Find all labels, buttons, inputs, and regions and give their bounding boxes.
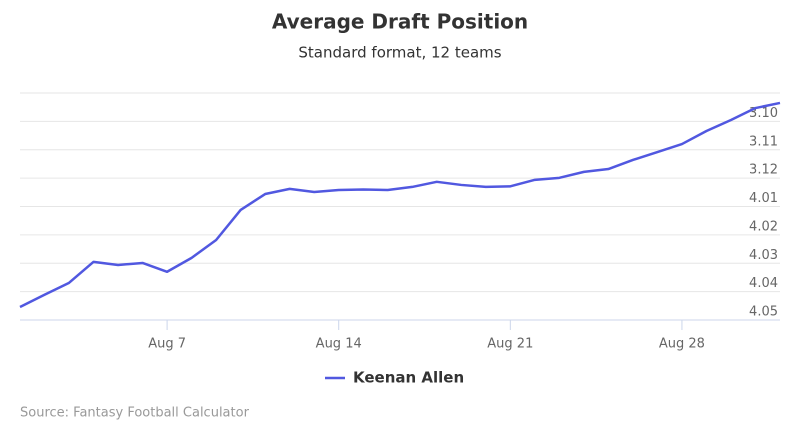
line (19, 101, 781, 309)
y-tick-label: 4.01 (749, 191, 778, 206)
y-tick-label: 3.10 (749, 106, 778, 121)
y-tick-label: 4.03 (749, 248, 778, 263)
x-tick-label: Aug 21 (487, 337, 533, 352)
chart-title: Average Draft Position (272, 10, 528, 34)
x-tick-label: Aug 14 (316, 337, 362, 352)
legend-label: Keenan Allen (353, 369, 464, 387)
y-tick-label: 4.05 (749, 305, 778, 320)
chart-subtitle: Standard format, 12 teams (298, 44, 501, 62)
source: Source: Fantasy Football Calculator (20, 406, 250, 421)
x-tick-label: Aug 28 (659, 337, 705, 352)
y-tick-label: 4.04 (749, 276, 778, 291)
y-tick-label: 3.12 (749, 163, 778, 178)
y-tick-label: 3.11 (749, 134, 778, 149)
x-tick-label: Aug 7 (148, 337, 186, 352)
y-tick-label: 4.02 (749, 219, 778, 234)
